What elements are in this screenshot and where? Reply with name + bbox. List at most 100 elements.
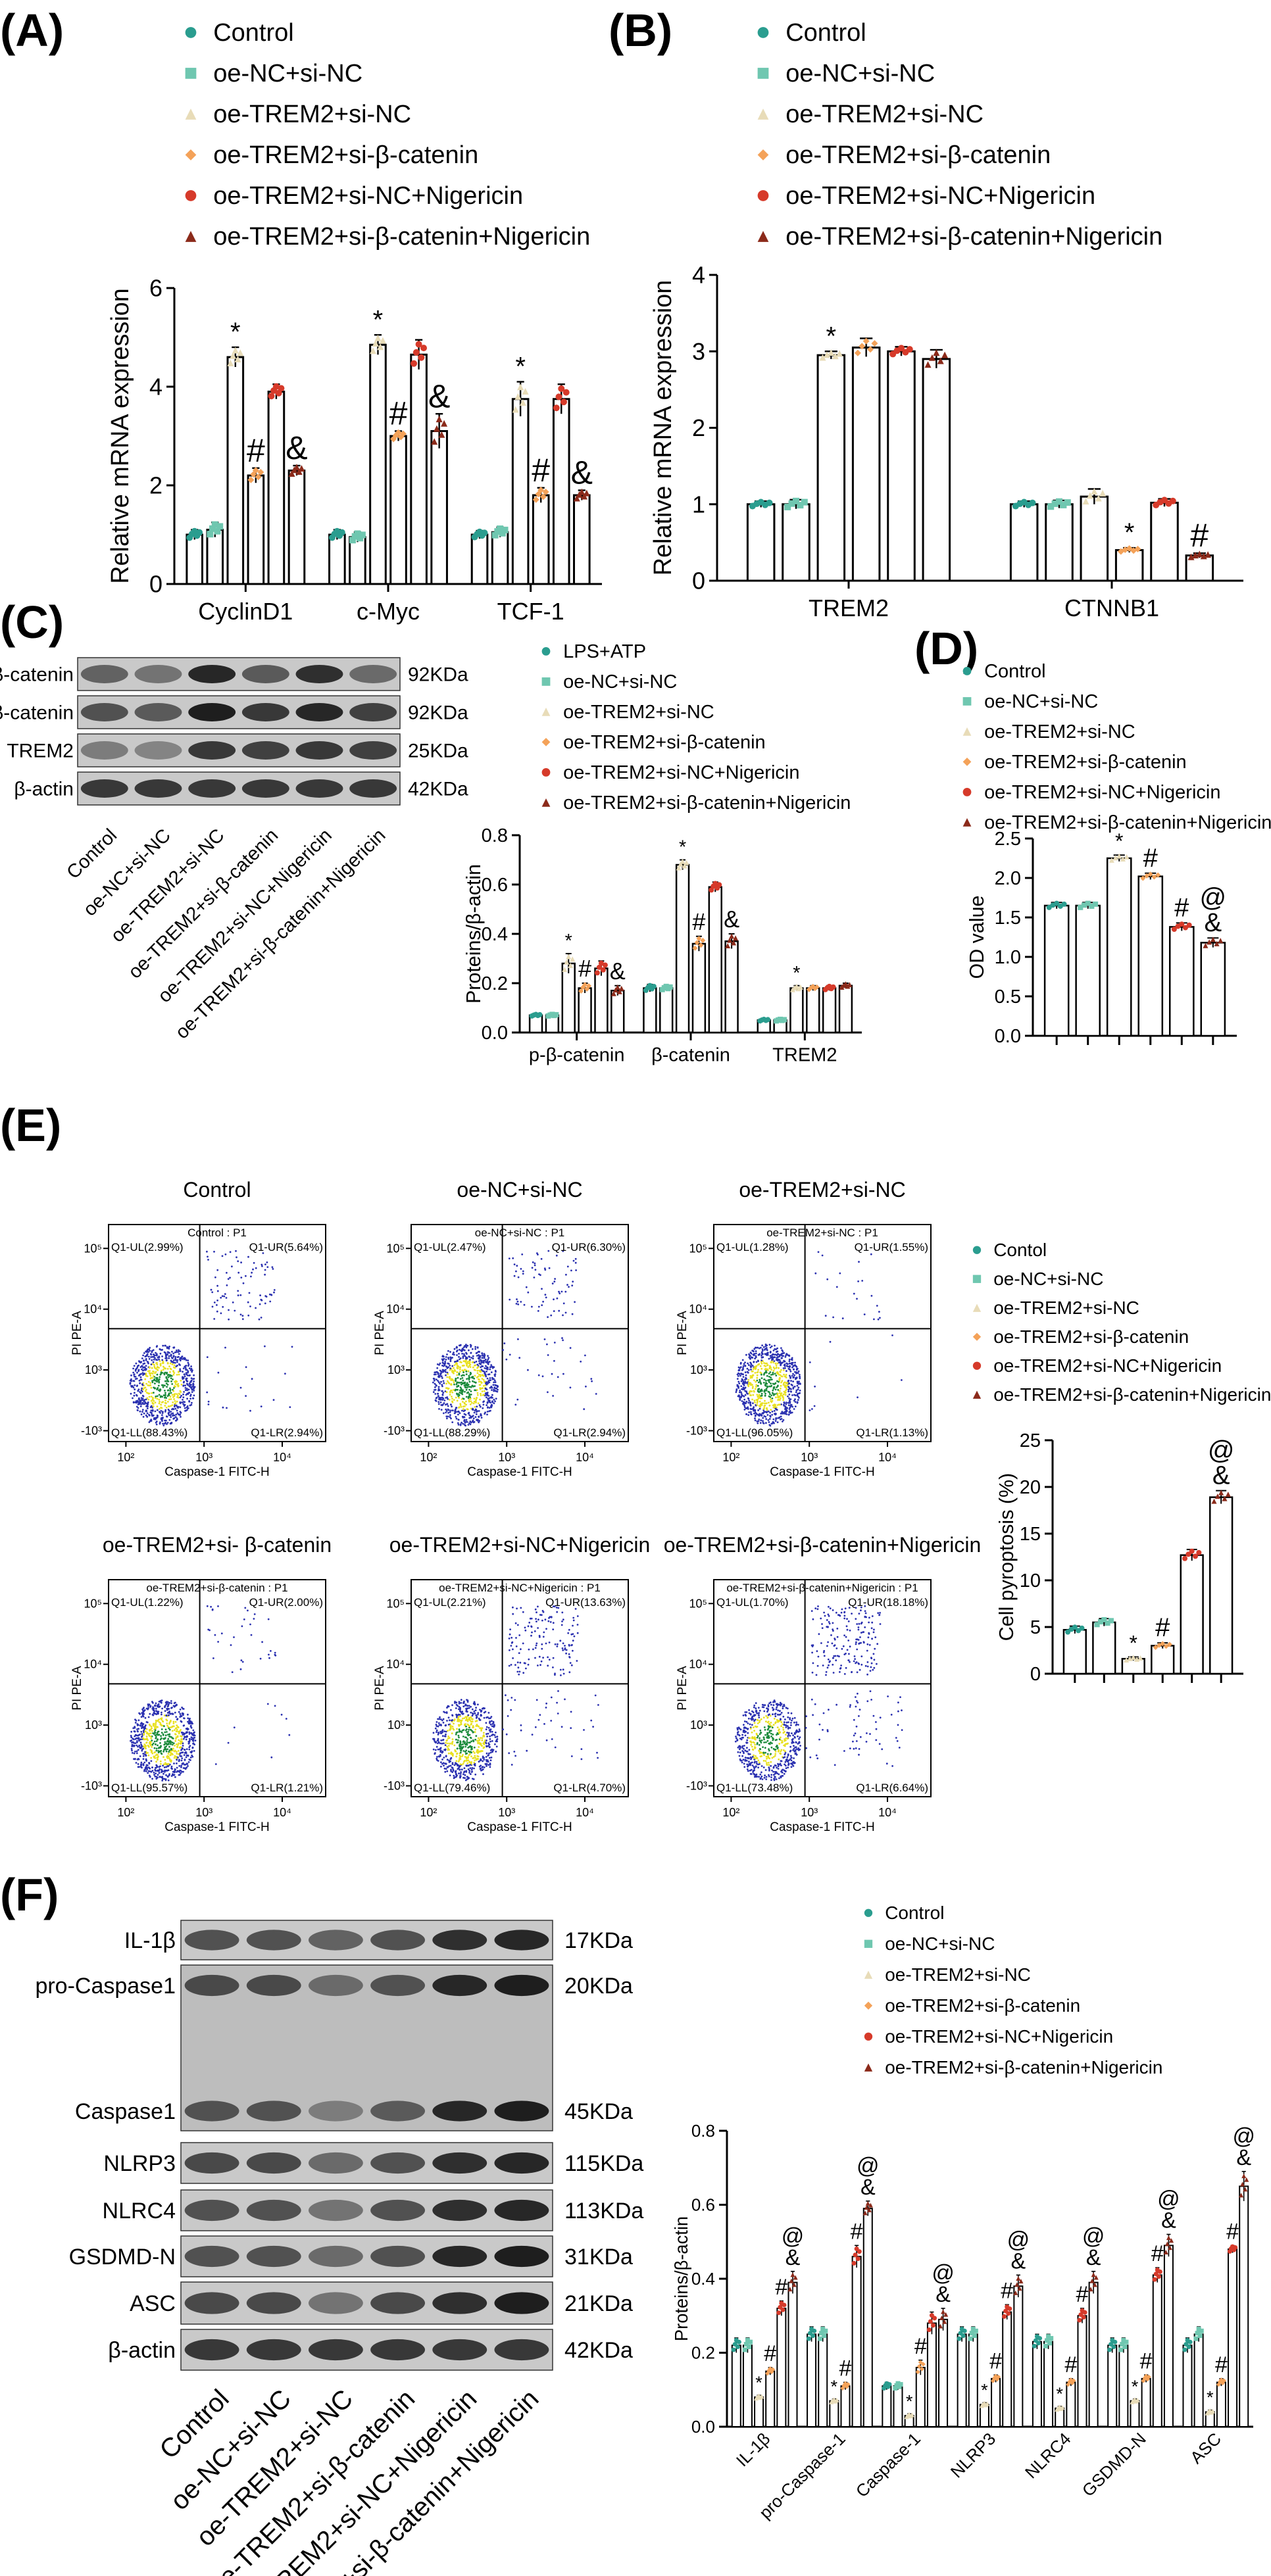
flow-event (449, 1394, 451, 1396)
flow-event (189, 1757, 192, 1759)
flow-event (478, 1410, 480, 1412)
flow-event (546, 1343, 548, 1346)
flow-event (155, 1371, 157, 1373)
flow-event (168, 1701, 171, 1704)
data-point (820, 2327, 826, 2331)
flow-event (450, 1409, 452, 1412)
flow-x-tick-label: 10⁴ (878, 1451, 897, 1464)
flow-event (161, 1384, 164, 1386)
flow-event (142, 1374, 144, 1376)
flow-event (488, 1407, 491, 1409)
flow-event (774, 1362, 777, 1365)
category-label: CTNNB1 (1064, 595, 1159, 621)
flow-event (770, 1374, 772, 1376)
flow-event (486, 1360, 488, 1363)
blot-band (188, 779, 236, 798)
significance-mark: # (389, 395, 408, 432)
flow-event (742, 1368, 744, 1371)
flow-event (145, 1759, 147, 1761)
flow-event (491, 1403, 493, 1406)
flow-event (764, 1353, 767, 1355)
flow-event (140, 1403, 143, 1405)
data-point (1233, 2245, 1238, 2250)
flow-event (489, 1377, 491, 1379)
flow-event (449, 1356, 451, 1359)
flow-event (782, 1369, 785, 1371)
flow-event (173, 1705, 176, 1708)
data-point (970, 2327, 976, 2331)
y-tick-label: 0.4 (482, 924, 508, 945)
flow-event (178, 1392, 180, 1395)
data-point (1166, 1641, 1172, 1647)
y-tick-label: 0.0 (995, 1026, 1021, 1047)
flow-event (245, 1366, 247, 1369)
blot-row-label: Caspase1 (75, 2099, 176, 2124)
data-point (823, 2328, 828, 2333)
flow-event (174, 1356, 177, 1358)
flow-event (766, 1344, 768, 1347)
flow-event (192, 1729, 195, 1732)
legend-marker (541, 708, 551, 716)
flow-event (552, 1395, 554, 1397)
flow-event (179, 1396, 182, 1399)
flow-event (207, 1400, 210, 1403)
flow-event (142, 1764, 145, 1766)
flow-event (226, 1284, 228, 1286)
data-point (793, 2275, 798, 2280)
bar (369, 343, 387, 585)
data-point (1166, 2235, 1171, 2241)
flow-event (272, 1399, 275, 1401)
flow-event (490, 1371, 493, 1374)
flow-event (449, 1376, 451, 1378)
flow-event (157, 1770, 159, 1772)
data-point (1056, 498, 1062, 505)
bar (1137, 875, 1164, 1037)
flow-event (760, 1402, 763, 1405)
blot-band (295, 665, 343, 683)
data-point (517, 383, 524, 391)
flow-event (437, 1386, 440, 1388)
data-point (862, 2210, 868, 2216)
flow-event (476, 1346, 479, 1349)
flow-event (139, 1391, 141, 1394)
flow-event (516, 1265, 518, 1267)
flow-event (155, 1423, 158, 1426)
flow-event (566, 1265, 569, 1268)
bar (1077, 2315, 1087, 2427)
quadrant-ur-label: Q1-UR(6.30%) (552, 1241, 626, 1253)
blot-band (308, 2199, 363, 2222)
flow-event (176, 1718, 179, 1720)
flow-event (580, 1361, 582, 1363)
bar (1216, 2381, 1226, 2427)
flow-event (468, 1400, 470, 1403)
flow-event (188, 1746, 191, 1749)
flow-event (185, 1365, 187, 1367)
flow-event (140, 1378, 143, 1381)
flow-event (229, 1276, 231, 1279)
flow-event (165, 1774, 167, 1776)
y-tick-label: 2 (692, 414, 705, 441)
flow-event (145, 1747, 147, 1750)
flow-event (189, 1395, 191, 1397)
data-point (211, 521, 218, 528)
legend-entry: oe-NC+si-NC (984, 691, 1098, 712)
data-point (512, 406, 519, 413)
blot-band (349, 703, 397, 721)
flow-event (758, 1394, 760, 1396)
flow-event (181, 1707, 183, 1709)
flow-event (180, 1735, 182, 1738)
bar (829, 2400, 839, 2427)
flow-event (487, 1373, 489, 1376)
flow-event (140, 1389, 143, 1392)
flow-event (445, 1387, 447, 1390)
flow-event (176, 1735, 179, 1738)
data-point (1121, 2337, 1126, 2343)
flow-event (448, 1409, 450, 1411)
quadrant-ll-label: Q1-LL(95.57%) (111, 1782, 187, 1794)
flow-event (448, 1382, 451, 1385)
flow-event (214, 1276, 216, 1278)
significance-mark: # (1155, 1613, 1170, 1642)
flow-event (144, 1355, 147, 1358)
flow-event (164, 1390, 166, 1392)
data-point (725, 943, 731, 948)
